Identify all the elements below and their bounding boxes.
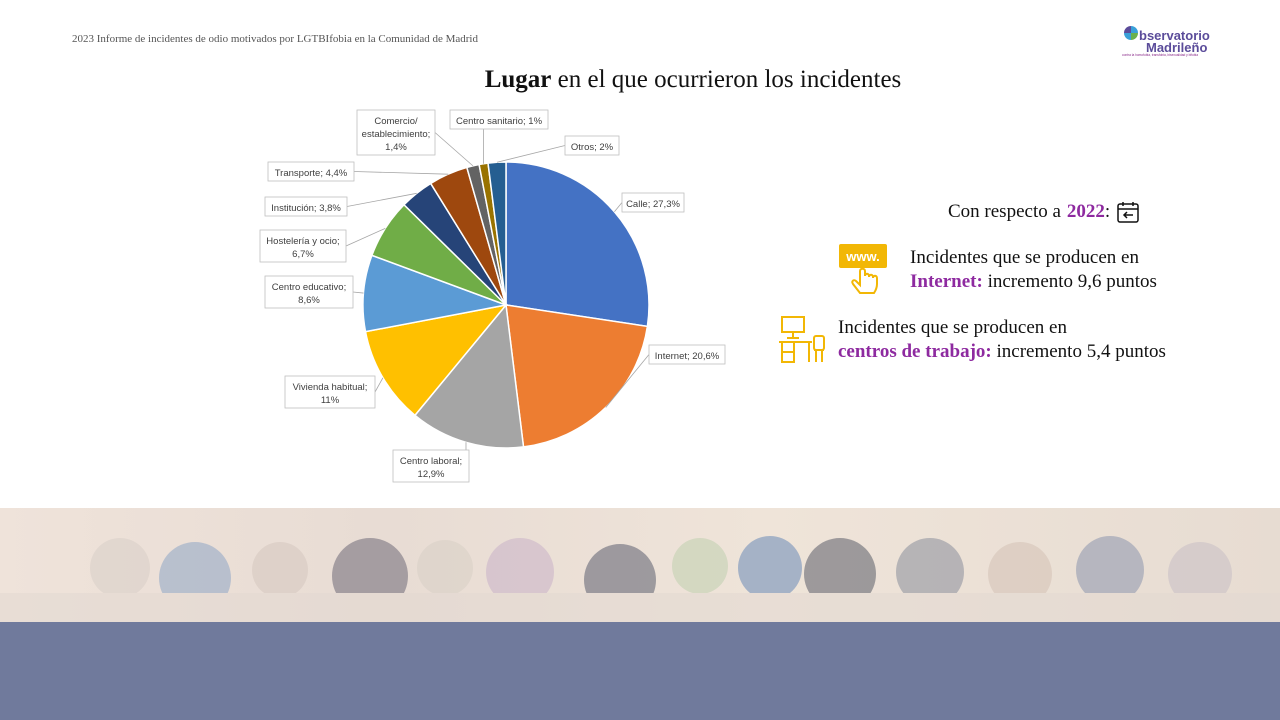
data-label: Centro laboral; (400, 456, 462, 467)
label-leader-line (605, 354, 650, 408)
logo-line1: bservatorio (1139, 28, 1210, 43)
workplace-desk-icon (779, 316, 825, 363)
data-label-box (564, 135, 620, 156)
data-label: Hostelería y ocio; (266, 236, 339, 247)
data-label-box (264, 275, 354, 309)
data-label-box (264, 196, 348, 217)
internet-increment: incremento 9,6 puntos (982, 271, 1157, 292)
www-click-icon: www. (839, 244, 887, 294)
slide-title-rest: en el que ocurrieron los incidentes (551, 66, 902, 93)
calendar-back-icon (1117, 202, 1139, 223)
label-leader-line (496, 145, 566, 163)
data-label: 8,6% (298, 295, 320, 306)
slide-title: Lugar en el que ocurrieron los incidente… (0, 66, 1280, 94)
data-label-box (392, 449, 470, 483)
data-label: Centro sanitario; 1% (456, 116, 543, 127)
data-label: Otros; 2% (571, 142, 614, 153)
data-label: establecimiento; (362, 129, 431, 140)
label-leader-line (614, 202, 623, 212)
label-leader-line (353, 171, 449, 175)
data-label: Institución; 3,8% (271, 203, 341, 214)
data-label-box (259, 229, 347, 263)
data-label: Transporte; 4,4% (275, 168, 348, 179)
pie-slice (505, 161, 650, 328)
data-label-box (621, 192, 685, 213)
work-stat: Incidentes que se producen en centros de… (838, 316, 1166, 364)
data-label: Internet; 20,6% (655, 351, 720, 362)
data-label-box (449, 109, 549, 130)
crowd-silhouettes-image (0, 508, 1280, 622)
data-label: Calle; 27,3% (626, 199, 680, 210)
data-label-box (284, 375, 376, 409)
slide-title-bold: Lugar (484, 66, 552, 93)
www-text: www. (845, 249, 879, 264)
report-title: 2023 Informe de incidentes de odio motiv… (72, 33, 478, 45)
label-leader-line (434, 132, 474, 167)
data-label: Vivienda habitual; (293, 382, 368, 393)
data-label: 1,4% (385, 142, 407, 153)
logo-line2: Madrileño (1146, 40, 1208, 55)
comparison-heading: Con respecto a 2022: (948, 200, 1140, 224)
pie-slice (505, 304, 649, 448)
work-keyword: centros de trabajo: (838, 341, 992, 362)
data-label: 6,7% (292, 249, 314, 260)
data-label: 12,9% (418, 469, 445, 480)
pie-chart: Calle; 27,3% Internet; 20,6% Centro labora… (259, 109, 726, 483)
data-label: Comercio/ (374, 116, 418, 127)
internet-stat-line1: Incidentes que se producen en (910, 247, 1139, 268)
label-leader-line (374, 377, 384, 393)
data-label-box (267, 161, 355, 182)
internet-keyword: Internet: (910, 271, 983, 292)
data-label: Centro educativo; (272, 282, 346, 293)
comparison-intro: Con respecto a (948, 201, 1061, 222)
logo-tagline: contra la homofobia, transfobia, bisexua… (1122, 53, 1199, 57)
work-stat-line1: Incidentes que se producen en (838, 317, 1067, 338)
internet-stat: Incidentes que se producen en Internet: … (910, 246, 1157, 294)
data-label-box (356, 109, 436, 156)
observatorio-logo: bservatorio Madrileño contra la homofobi… (1120, 22, 1220, 62)
comparison-colon: : (1104, 201, 1111, 222)
label-leader-line (345, 227, 386, 247)
work-increment: incremento 5,4 puntos (991, 341, 1166, 362)
globe-icon (1124, 26, 1138, 40)
data-label-box (648, 344, 726, 365)
label-leader-line (352, 291, 364, 294)
footer-band (0, 622, 1280, 720)
comparison-year: 2022 (1066, 201, 1105, 222)
data-label: 11% (321, 395, 340, 406)
label-leader-line (346, 192, 417, 207)
